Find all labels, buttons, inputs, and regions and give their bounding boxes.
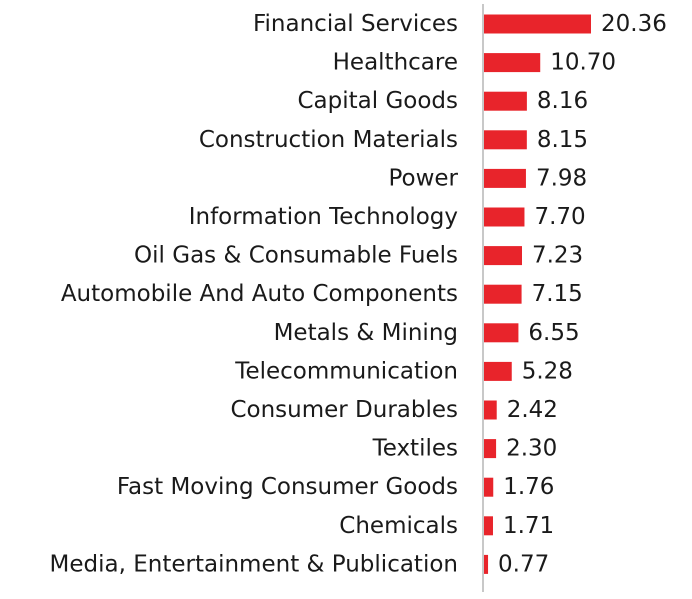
bar-14 xyxy=(484,554,489,574)
category-label-13: Chemicals xyxy=(339,513,458,539)
bar-11 xyxy=(484,439,497,459)
bar-12 xyxy=(484,477,494,497)
value-label-7: 7.15 xyxy=(532,281,583,307)
category-labels-group: Financial Services Healthcare Capital Good… xyxy=(50,11,459,577)
category-label-2: Capital Goods xyxy=(297,88,458,114)
category-label-12: Fast Moving Consumer Goods xyxy=(117,474,458,500)
value-label-1: 10.70 xyxy=(550,50,616,76)
category-label-7: Automobile And Auto Components xyxy=(61,281,458,307)
category-label-3: Construction Materials xyxy=(199,127,458,153)
category-label-4: Power xyxy=(388,165,458,191)
bar-1 xyxy=(484,53,541,73)
bar-3 xyxy=(484,130,527,150)
bar-7 xyxy=(484,284,522,304)
value-label-8: 6.55 xyxy=(528,320,579,346)
bars-group xyxy=(484,14,591,574)
bar-10 xyxy=(484,400,497,420)
value-label-6: 7.23 xyxy=(532,243,583,269)
bar-4 xyxy=(484,168,526,188)
value-label-10: 2.42 xyxy=(507,397,558,423)
value-label-11: 2.30 xyxy=(506,436,557,462)
value-label-2: 8.16 xyxy=(537,88,588,114)
category-label-1: Healthcare xyxy=(333,50,458,76)
value-label-13: 1.71 xyxy=(503,513,554,539)
category-label-6: Oil Gas & Consumable Fuels xyxy=(134,243,458,269)
bar-8 xyxy=(484,323,519,343)
bar-13 xyxy=(484,516,493,536)
value-labels-group: 20.36 10.70 8.16 8.15 7.98 7.70 7.23 7.15 6.55 5.… xyxy=(498,11,667,577)
bar-0 xyxy=(484,14,591,34)
value-label-12: 1.76 xyxy=(503,474,554,500)
bar-6 xyxy=(484,246,522,266)
value-label-3: 8.15 xyxy=(537,127,588,153)
value-label-5: 7.70 xyxy=(534,204,585,230)
category-label-14: Media, Entertainment & Publication xyxy=(50,551,458,577)
bar-2 xyxy=(484,91,527,111)
bar-5 xyxy=(484,207,525,227)
value-label-9: 5.28 xyxy=(522,358,573,384)
category-label-9: Telecommunication xyxy=(234,358,458,384)
category-label-11: Textiles xyxy=(372,436,458,462)
category-label-10: Consumer Durables xyxy=(230,397,458,423)
bar-9 xyxy=(484,361,512,381)
category-label-0: Financial Services xyxy=(253,11,458,37)
value-label-4: 7.98 xyxy=(536,165,587,191)
category-label-5: Information Technology xyxy=(189,204,458,230)
value-label-14: 0.77 xyxy=(498,551,549,577)
value-label-0: 20.36 xyxy=(601,11,667,37)
category-label-8: Metals & Mining xyxy=(274,320,458,346)
